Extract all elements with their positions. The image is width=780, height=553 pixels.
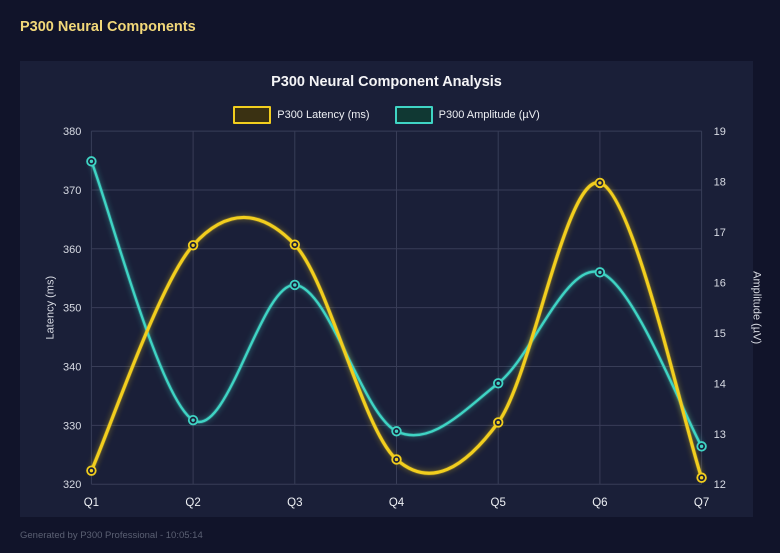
svg-text:320: 320: [63, 479, 81, 491]
svg-text:14: 14: [714, 378, 726, 390]
svg-text:Q2: Q2: [185, 497, 200, 509]
svg-text:Q7: Q7: [694, 497, 709, 509]
svg-text:18: 18: [714, 177, 726, 189]
svg-text:330: 330: [63, 420, 81, 432]
svg-text:Q3: Q3: [287, 497, 302, 509]
svg-text:370: 370: [63, 185, 81, 197]
svg-text:340: 340: [63, 362, 81, 374]
svg-text:12: 12: [714, 479, 726, 491]
svg-text:17: 17: [714, 227, 726, 239]
svg-text:Q6: Q6: [592, 497, 607, 509]
svg-text:Q4: Q4: [389, 497, 405, 509]
svg-text:19: 19: [714, 126, 726, 138]
svg-text:Q5: Q5: [491, 497, 506, 509]
svg-text:360: 360: [63, 244, 81, 256]
svg-text:380: 380: [63, 126, 81, 138]
svg-text:15: 15: [714, 328, 726, 340]
svg-text:Q1: Q1: [84, 497, 99, 509]
svg-text:16: 16: [714, 277, 726, 289]
svg-text:Amplitude (µV): Amplitude (µV): [751, 271, 763, 344]
svg-text:350: 350: [63, 303, 81, 315]
svg-text:13: 13: [714, 429, 726, 441]
svg-text:Latency (ms): Latency (ms): [44, 276, 56, 340]
